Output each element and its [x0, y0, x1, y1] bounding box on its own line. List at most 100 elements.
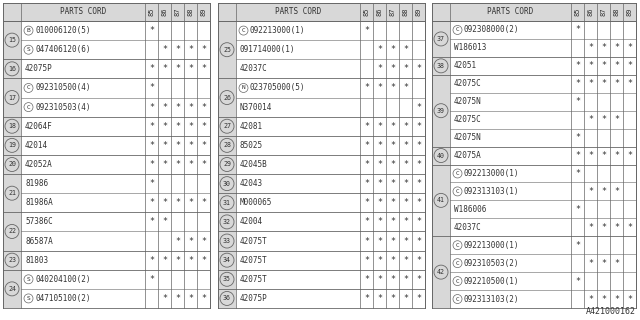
Text: *: *	[390, 141, 395, 150]
Text: *: *	[377, 294, 382, 303]
Text: 047105100(2): 047105100(2)	[35, 294, 90, 303]
Text: *: *	[416, 141, 421, 150]
Text: 88: 88	[188, 8, 193, 16]
Text: *: *	[188, 122, 193, 131]
Bar	[432, 3, 636, 308]
Text: *: *	[149, 256, 154, 265]
Text: *: *	[588, 223, 593, 232]
Text: N: N	[242, 85, 245, 91]
Text: *: *	[403, 179, 408, 188]
Text: *: *	[601, 115, 606, 124]
Text: *: *	[403, 217, 408, 226]
Bar	[432, 21, 450, 57]
Bar	[218, 231, 236, 251]
Text: *: *	[614, 79, 619, 88]
Text: *: *	[627, 44, 632, 52]
Text: 42075T: 42075T	[240, 275, 268, 284]
Text: *: *	[390, 236, 395, 245]
Text: *: *	[201, 236, 206, 245]
Text: *: *	[416, 160, 421, 169]
Text: *: *	[614, 151, 619, 160]
Text: *: *	[201, 294, 206, 303]
Text: *: *	[575, 169, 580, 178]
Bar	[432, 147, 450, 164]
Text: *: *	[175, 256, 180, 265]
Text: *: *	[201, 103, 206, 112]
Bar	[218, 251, 236, 270]
Text: *: *	[403, 84, 408, 92]
Text: 42075A: 42075A	[454, 151, 482, 160]
Text: *: *	[601, 61, 606, 70]
Text: 31: 31	[223, 200, 231, 206]
Text: *: *	[588, 61, 593, 70]
Text: 37: 37	[437, 36, 445, 42]
Text: 81803: 81803	[25, 256, 48, 265]
Bar	[218, 155, 236, 174]
Text: *: *	[162, 103, 167, 112]
Text: 87: 87	[390, 8, 396, 16]
Text: *: *	[175, 294, 180, 303]
Text: 010006120(5): 010006120(5)	[35, 26, 90, 35]
Text: 36: 36	[223, 295, 231, 301]
Text: *: *	[377, 179, 382, 188]
Bar	[432, 75, 450, 147]
Text: *: *	[588, 187, 593, 196]
Text: *: *	[416, 217, 421, 226]
Text: *: *	[162, 45, 167, 54]
Text: C: C	[456, 171, 460, 176]
Text: 092210500(1): 092210500(1)	[464, 276, 520, 285]
Text: *: *	[403, 64, 408, 73]
Text: *: *	[627, 79, 632, 88]
Text: *: *	[575, 61, 580, 70]
Text: *: *	[575, 26, 580, 35]
Text: 040204100(2): 040204100(2)	[35, 275, 90, 284]
Text: 092213000(1): 092213000(1)	[464, 169, 520, 178]
Text: *: *	[188, 256, 193, 265]
Text: *: *	[416, 198, 421, 207]
Text: *: *	[390, 275, 395, 284]
Text: *: *	[175, 45, 180, 54]
Text: *: *	[364, 198, 369, 207]
Text: 30: 30	[223, 180, 231, 187]
Text: 42075C: 42075C	[454, 79, 482, 88]
Text: 42052A: 42052A	[25, 160, 52, 169]
Text: *: *	[149, 198, 154, 207]
Text: *: *	[403, 45, 408, 54]
Text: *: *	[390, 294, 395, 303]
Text: *: *	[188, 160, 193, 169]
Text: 092308000(2): 092308000(2)	[464, 26, 520, 35]
Text: 42075T: 42075T	[240, 236, 268, 245]
Text: *: *	[627, 294, 632, 304]
Text: 81986A: 81986A	[25, 198, 52, 207]
Text: *: *	[403, 122, 408, 131]
Text: *: *	[588, 259, 593, 268]
Text: *: *	[364, 275, 369, 284]
Bar	[3, 59, 21, 78]
Text: *: *	[614, 187, 619, 196]
Text: *: *	[364, 122, 369, 131]
Text: *: *	[416, 122, 421, 131]
Text: *: *	[575, 205, 580, 214]
Text: C: C	[456, 279, 460, 284]
Text: 42037C: 42037C	[240, 64, 268, 73]
Text: 25: 25	[223, 47, 231, 53]
Text: 35: 35	[223, 276, 231, 282]
Text: 092310500(4): 092310500(4)	[35, 84, 90, 92]
Bar	[218, 193, 236, 212]
Text: *: *	[175, 236, 180, 245]
Text: *: *	[403, 275, 408, 284]
Text: *: *	[627, 61, 632, 70]
Text: *: *	[390, 84, 395, 92]
Text: PARTS CORD: PARTS CORD	[275, 7, 321, 17]
Text: *: *	[149, 84, 154, 92]
Text: *: *	[175, 160, 180, 169]
Text: *: *	[614, 223, 619, 232]
Text: 42043: 42043	[240, 179, 263, 188]
Text: *: *	[201, 64, 206, 73]
Text: *: *	[416, 179, 421, 188]
Text: C: C	[456, 261, 460, 266]
Text: 32: 32	[223, 219, 231, 225]
Text: *: *	[162, 198, 167, 207]
Text: *: *	[377, 160, 382, 169]
Text: 86: 86	[161, 8, 168, 16]
